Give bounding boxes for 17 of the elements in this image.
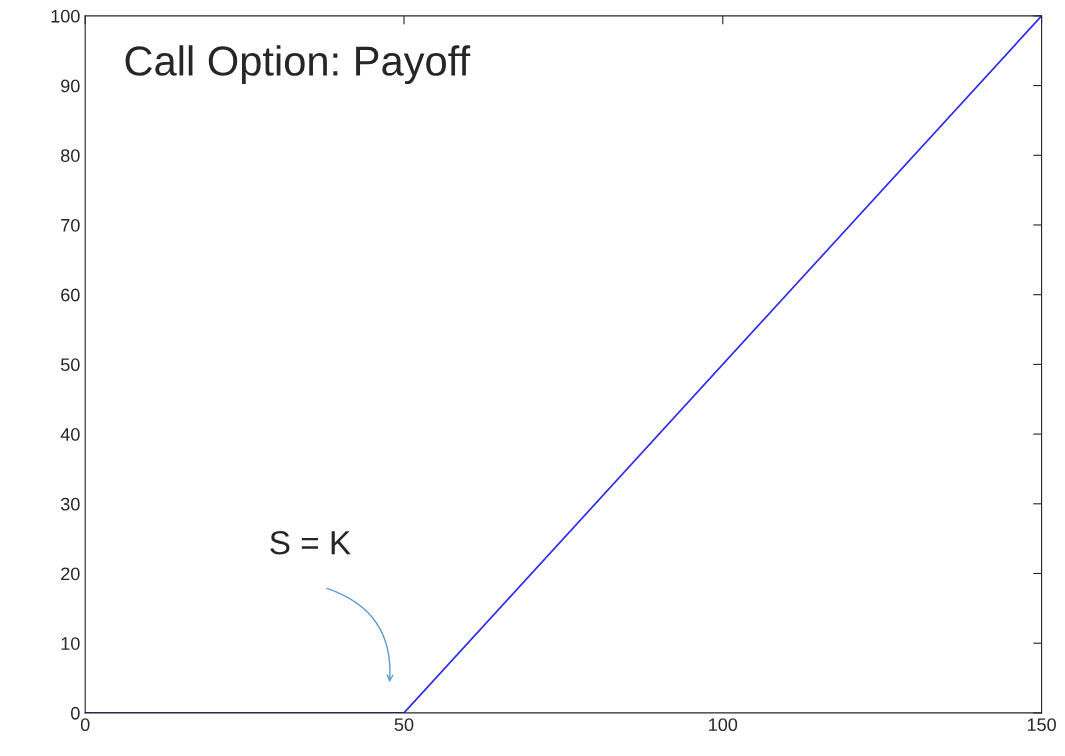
annotation: S = K xyxy=(270,530,351,555)
x-tick-label: 50 xyxy=(394,718,414,732)
y-tick-label: 30 xyxy=(60,497,80,511)
text: Call Option: Payoff xyxy=(125,45,471,85)
y-tick-label: 40 xyxy=(60,428,80,441)
y-tick-label: 10 xyxy=(61,637,80,650)
y-tick-label: 100 xyxy=(51,9,80,23)
y-tick-label: 70 xyxy=(61,218,80,232)
y-tick-label: 20 xyxy=(61,567,80,581)
y-tick-label: 0 xyxy=(71,706,80,720)
y-tick-label: 80 xyxy=(61,149,80,162)
y-tick-label: 50 xyxy=(60,358,80,372)
x-tick-label: 150 xyxy=(1027,718,1056,732)
y-tick-label: 60 xyxy=(61,288,80,302)
y-tick-label: 90 xyxy=(61,79,80,93)
x-tick-label: 100 xyxy=(709,718,738,732)
x-tick-label: 0 xyxy=(80,718,90,732)
